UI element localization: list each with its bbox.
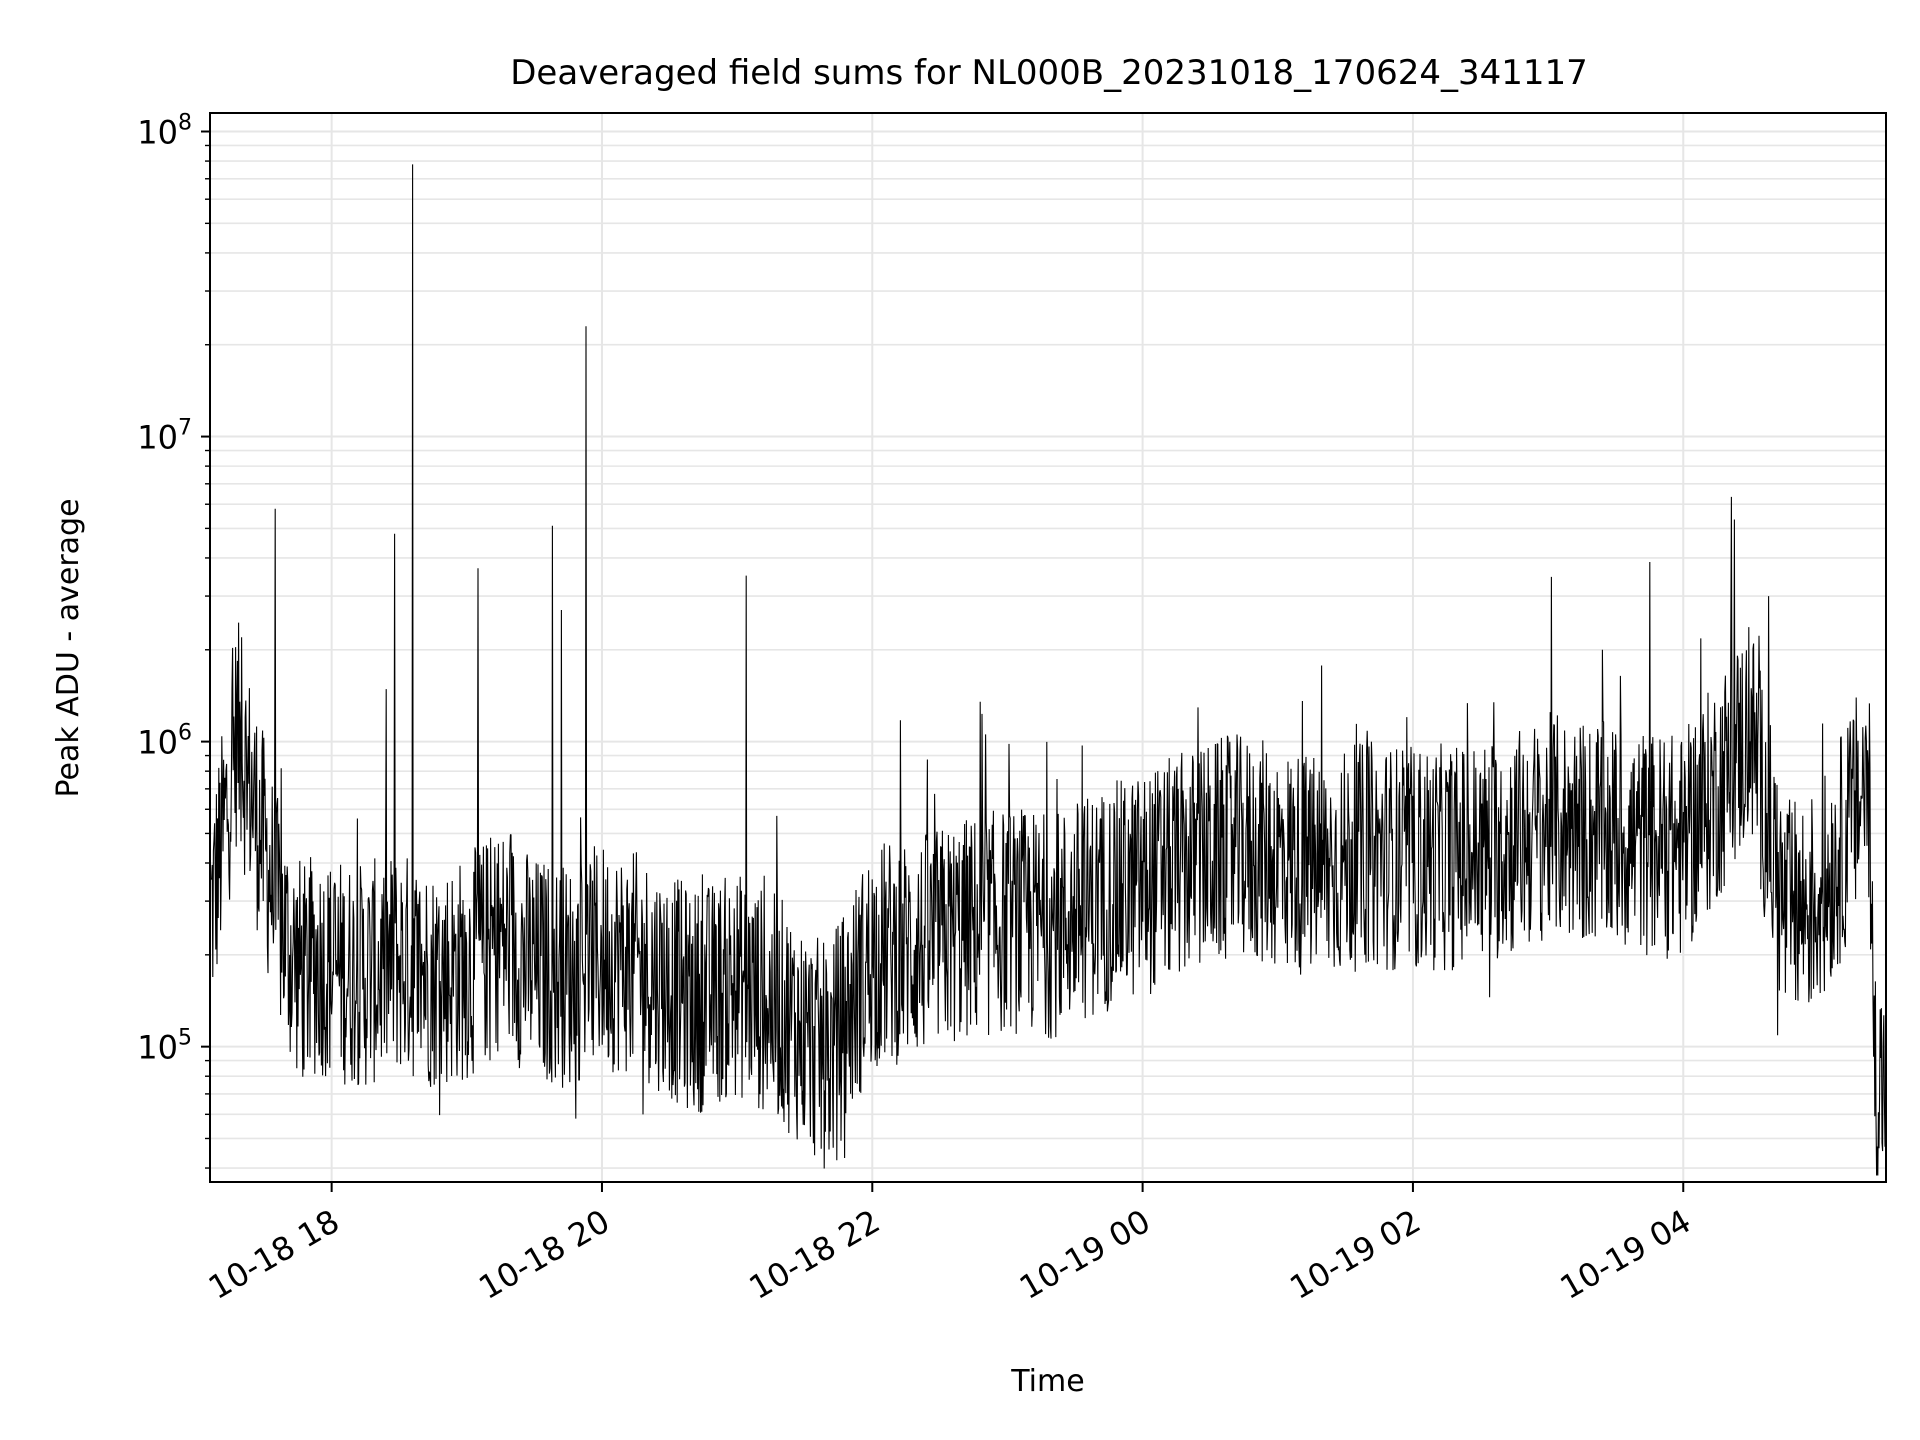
y-tick-exponent: 8 (178, 111, 192, 136)
y-tick-label: 108 (137, 111, 192, 152)
y-tick-label: 107 (137, 416, 192, 457)
y-tick-base: 10 (137, 1029, 178, 1067)
y-tick-base: 10 (137, 419, 178, 457)
series-line (210, 164, 1886, 1176)
y-tick-exponent: 5 (178, 1026, 192, 1051)
y-tick-label: 106 (137, 721, 192, 762)
series-layer (210, 164, 1886, 1176)
y-axis-label: Peak ADU - average (51, 498, 86, 797)
plot-frame (209, 112, 1887, 1183)
y-tick-label: 105 (137, 1026, 192, 1067)
y-tick-base: 10 (137, 724, 178, 762)
y-tick-exponent: 6 (178, 721, 192, 746)
chart-title: Deaveraged field sums for NL000B_2023101… (510, 53, 1588, 93)
x-axis-label: Time (1010, 1364, 1084, 1399)
y-tick-exponent: 7 (178, 416, 192, 441)
y-tick-base: 10 (137, 114, 178, 152)
